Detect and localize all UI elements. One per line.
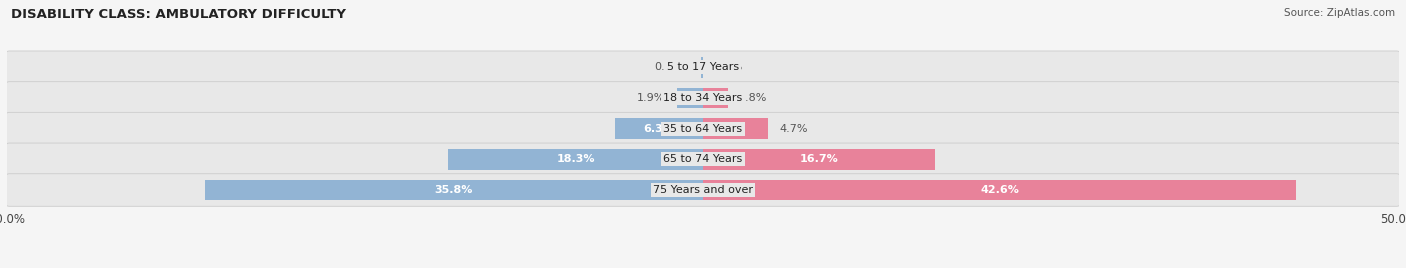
Text: 18 to 34 Years: 18 to 34 Years (664, 93, 742, 103)
Text: 0.0%: 0.0% (714, 62, 742, 72)
FancyBboxPatch shape (3, 112, 1403, 145)
Bar (703, 88, 728, 108)
FancyBboxPatch shape (3, 51, 1403, 84)
Bar (703, 118, 769, 139)
Text: 35 to 64 Years: 35 to 64 Years (664, 124, 742, 134)
Bar (703, 180, 1296, 200)
Text: 5 to 17 Years: 5 to 17 Years (666, 62, 740, 72)
Text: DISABILITY CLASS: AMBULATORY DIFFICULTY: DISABILITY CLASS: AMBULATORY DIFFICULTY (11, 8, 346, 21)
Bar (676, 88, 703, 108)
FancyBboxPatch shape (3, 174, 1403, 206)
Bar (702, 57, 703, 78)
Text: 42.6%: 42.6% (980, 185, 1019, 195)
Text: Source: ZipAtlas.com: Source: ZipAtlas.com (1284, 8, 1395, 18)
Text: 0.15%: 0.15% (655, 62, 690, 72)
Text: 4.7%: 4.7% (779, 124, 808, 134)
Text: 75 Years and over: 75 Years and over (652, 185, 754, 195)
FancyBboxPatch shape (3, 82, 1403, 114)
Bar (703, 149, 935, 170)
Bar (449, 149, 703, 170)
FancyBboxPatch shape (3, 143, 1403, 176)
Bar (205, 180, 703, 200)
Text: 1.8%: 1.8% (740, 93, 768, 103)
Text: 18.3%: 18.3% (557, 154, 595, 164)
Legend: Male, Female: Male, Female (636, 264, 770, 268)
Text: 6.3%: 6.3% (644, 124, 675, 134)
Text: 65 to 74 Years: 65 to 74 Years (664, 154, 742, 164)
Text: 1.9%: 1.9% (637, 93, 665, 103)
Bar (616, 118, 703, 139)
Text: 16.7%: 16.7% (800, 154, 838, 164)
Text: 35.8%: 35.8% (434, 185, 472, 195)
